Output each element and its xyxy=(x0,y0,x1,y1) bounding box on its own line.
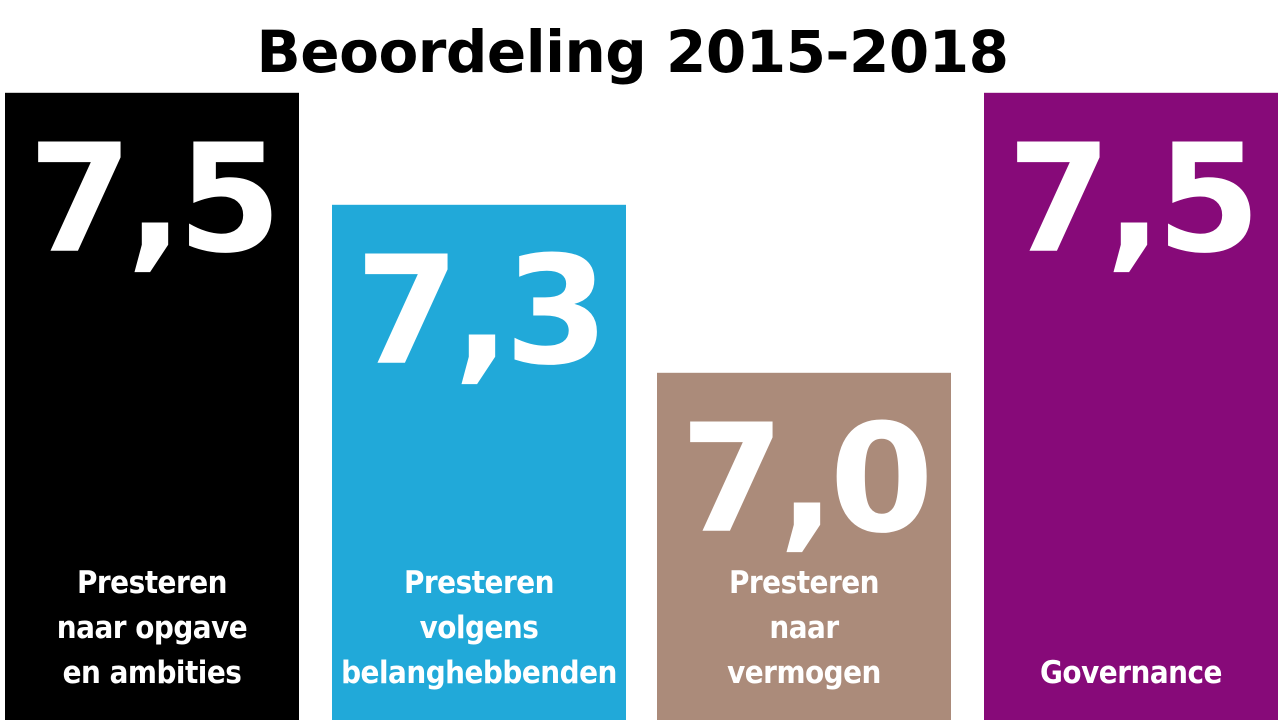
bar-value-label-1: 7,5 xyxy=(28,113,276,287)
bar-category-label-4-line-1: Governance xyxy=(1040,655,1222,691)
bar-category-label-3-line-1: Presteren xyxy=(729,565,879,601)
bar-1 xyxy=(5,92,299,720)
bar-value-label-3: 7,0 xyxy=(680,393,928,567)
bar-2 xyxy=(332,204,626,720)
bar-category-label-3-line-3: vermogen xyxy=(727,655,881,691)
chart-title: Beoordeling 2015-2018 xyxy=(256,18,1009,86)
bar-4 xyxy=(984,92,1278,720)
bar-category-label-2-line-2: volgens xyxy=(420,610,539,646)
bar-value-label-2: 7,3 xyxy=(355,225,603,399)
bar-3 xyxy=(657,372,951,720)
bar-value-label-4: 7,5 xyxy=(1007,113,1255,287)
bar-category-label-1-line-2: naar opgave xyxy=(57,610,247,646)
bar-category-label-1-line-1: Presteren xyxy=(77,565,227,601)
bar-category-label-2-line-1: Presteren xyxy=(404,565,554,601)
bar-category-label-1-line-3: en ambities xyxy=(63,655,242,691)
bar-category-label-3-line-2: naar xyxy=(769,610,839,646)
bar-category-label-2-line-3: belanghebbenden xyxy=(341,655,617,691)
